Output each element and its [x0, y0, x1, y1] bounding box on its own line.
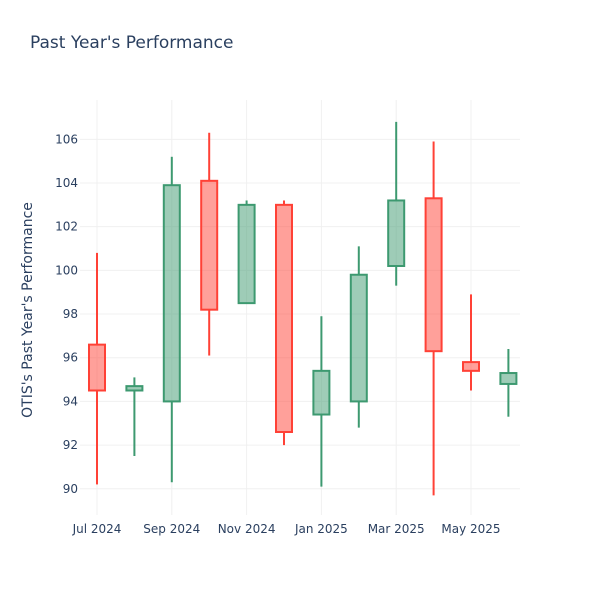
x-tick-label: Mar 2025 [368, 522, 425, 536]
candle-body [349, 273, 368, 403]
x-tick-label: Jul 2024 [72, 522, 122, 536]
candle-body [125, 385, 144, 392]
candle-body [499, 372, 518, 385]
candle-body [387, 199, 406, 267]
y-tick-label: 94 [63, 394, 78, 408]
candle [237, 200, 256, 305]
candle [387, 121, 406, 286]
candle [499, 349, 518, 417]
y-tick-label: 98 [63, 307, 78, 321]
x-tick-label: Sep 2024 [143, 522, 200, 536]
x-tick-label: May 2025 [441, 522, 500, 536]
y-tick-label: 96 [63, 351, 78, 365]
candle [125, 377, 144, 457]
candle [462, 294, 480, 391]
candle [88, 252, 106, 485]
candle-body [162, 184, 181, 403]
x-axis-ticks: Jul 2024 Sep 2024 Nov 2024 Jan 2025 Mar 2025… [72, 522, 501, 536]
candle-body [88, 343, 106, 392]
candle [200, 132, 219, 356]
candle-body [200, 179, 219, 311]
candle [424, 141, 443, 496]
candle-body [312, 369, 331, 416]
candle [349, 246, 368, 428]
x-tick-label: Nov 2024 [218, 522, 276, 536]
candle [162, 156, 181, 483]
candle-body [275, 203, 293, 433]
y-tick-label: 104 [55, 176, 78, 190]
candle [312, 316, 331, 487]
candle-body [237, 203, 256, 305]
y-axis-ticks: 90 92 94 96 98 100 102 104 106 [55, 132, 78, 495]
chart-title: Past Year's Performance [30, 33, 234, 53]
candle-body [462, 361, 480, 372]
y-tick-label: 90 [63, 482, 78, 496]
grid [80, 100, 520, 515]
y-tick-label: 100 [55, 263, 78, 277]
y-tick-label: 106 [55, 132, 78, 146]
y-tick-label: 102 [55, 220, 78, 234]
x-tick-label: Jan 2025 [294, 522, 348, 536]
y-axis-title: OTIS's Past Year's Performance [20, 202, 36, 418]
y-tick-label: 92 [63, 438, 78, 452]
candles [88, 121, 518, 496]
candle [275, 200, 293, 446]
candle-body [424, 197, 443, 353]
